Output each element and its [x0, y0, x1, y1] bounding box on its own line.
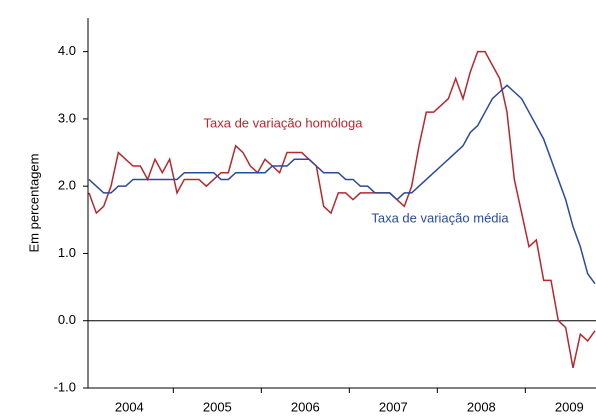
- series-line: [88, 50, 596, 368]
- y-axis-label: Em percentagem: [26, 154, 41, 253]
- x-tick-label: 2006: [291, 399, 320, 414]
- series-line: [88, 84, 596, 285]
- x-tick-label: 2008: [467, 399, 496, 414]
- y-tick-label: -1.0: [54, 379, 76, 394]
- x-tick-label: 2009: [555, 399, 584, 414]
- y-tick-label: 1.0: [58, 245, 76, 260]
- series-label: Taxa de variação homóloga: [204, 115, 364, 130]
- x-tick-label: 2005: [203, 399, 232, 414]
- y-tick-label: 4.0: [58, 43, 76, 58]
- y-tick-label: 0.0: [58, 312, 76, 327]
- y-tick-label: 2.0: [58, 178, 76, 193]
- x-tick-label: 2004: [115, 399, 144, 414]
- series-label: Taxa de variação média: [371, 210, 509, 225]
- y-tick-label: 3.0: [58, 110, 76, 125]
- x-tick-label: 2007: [379, 399, 408, 414]
